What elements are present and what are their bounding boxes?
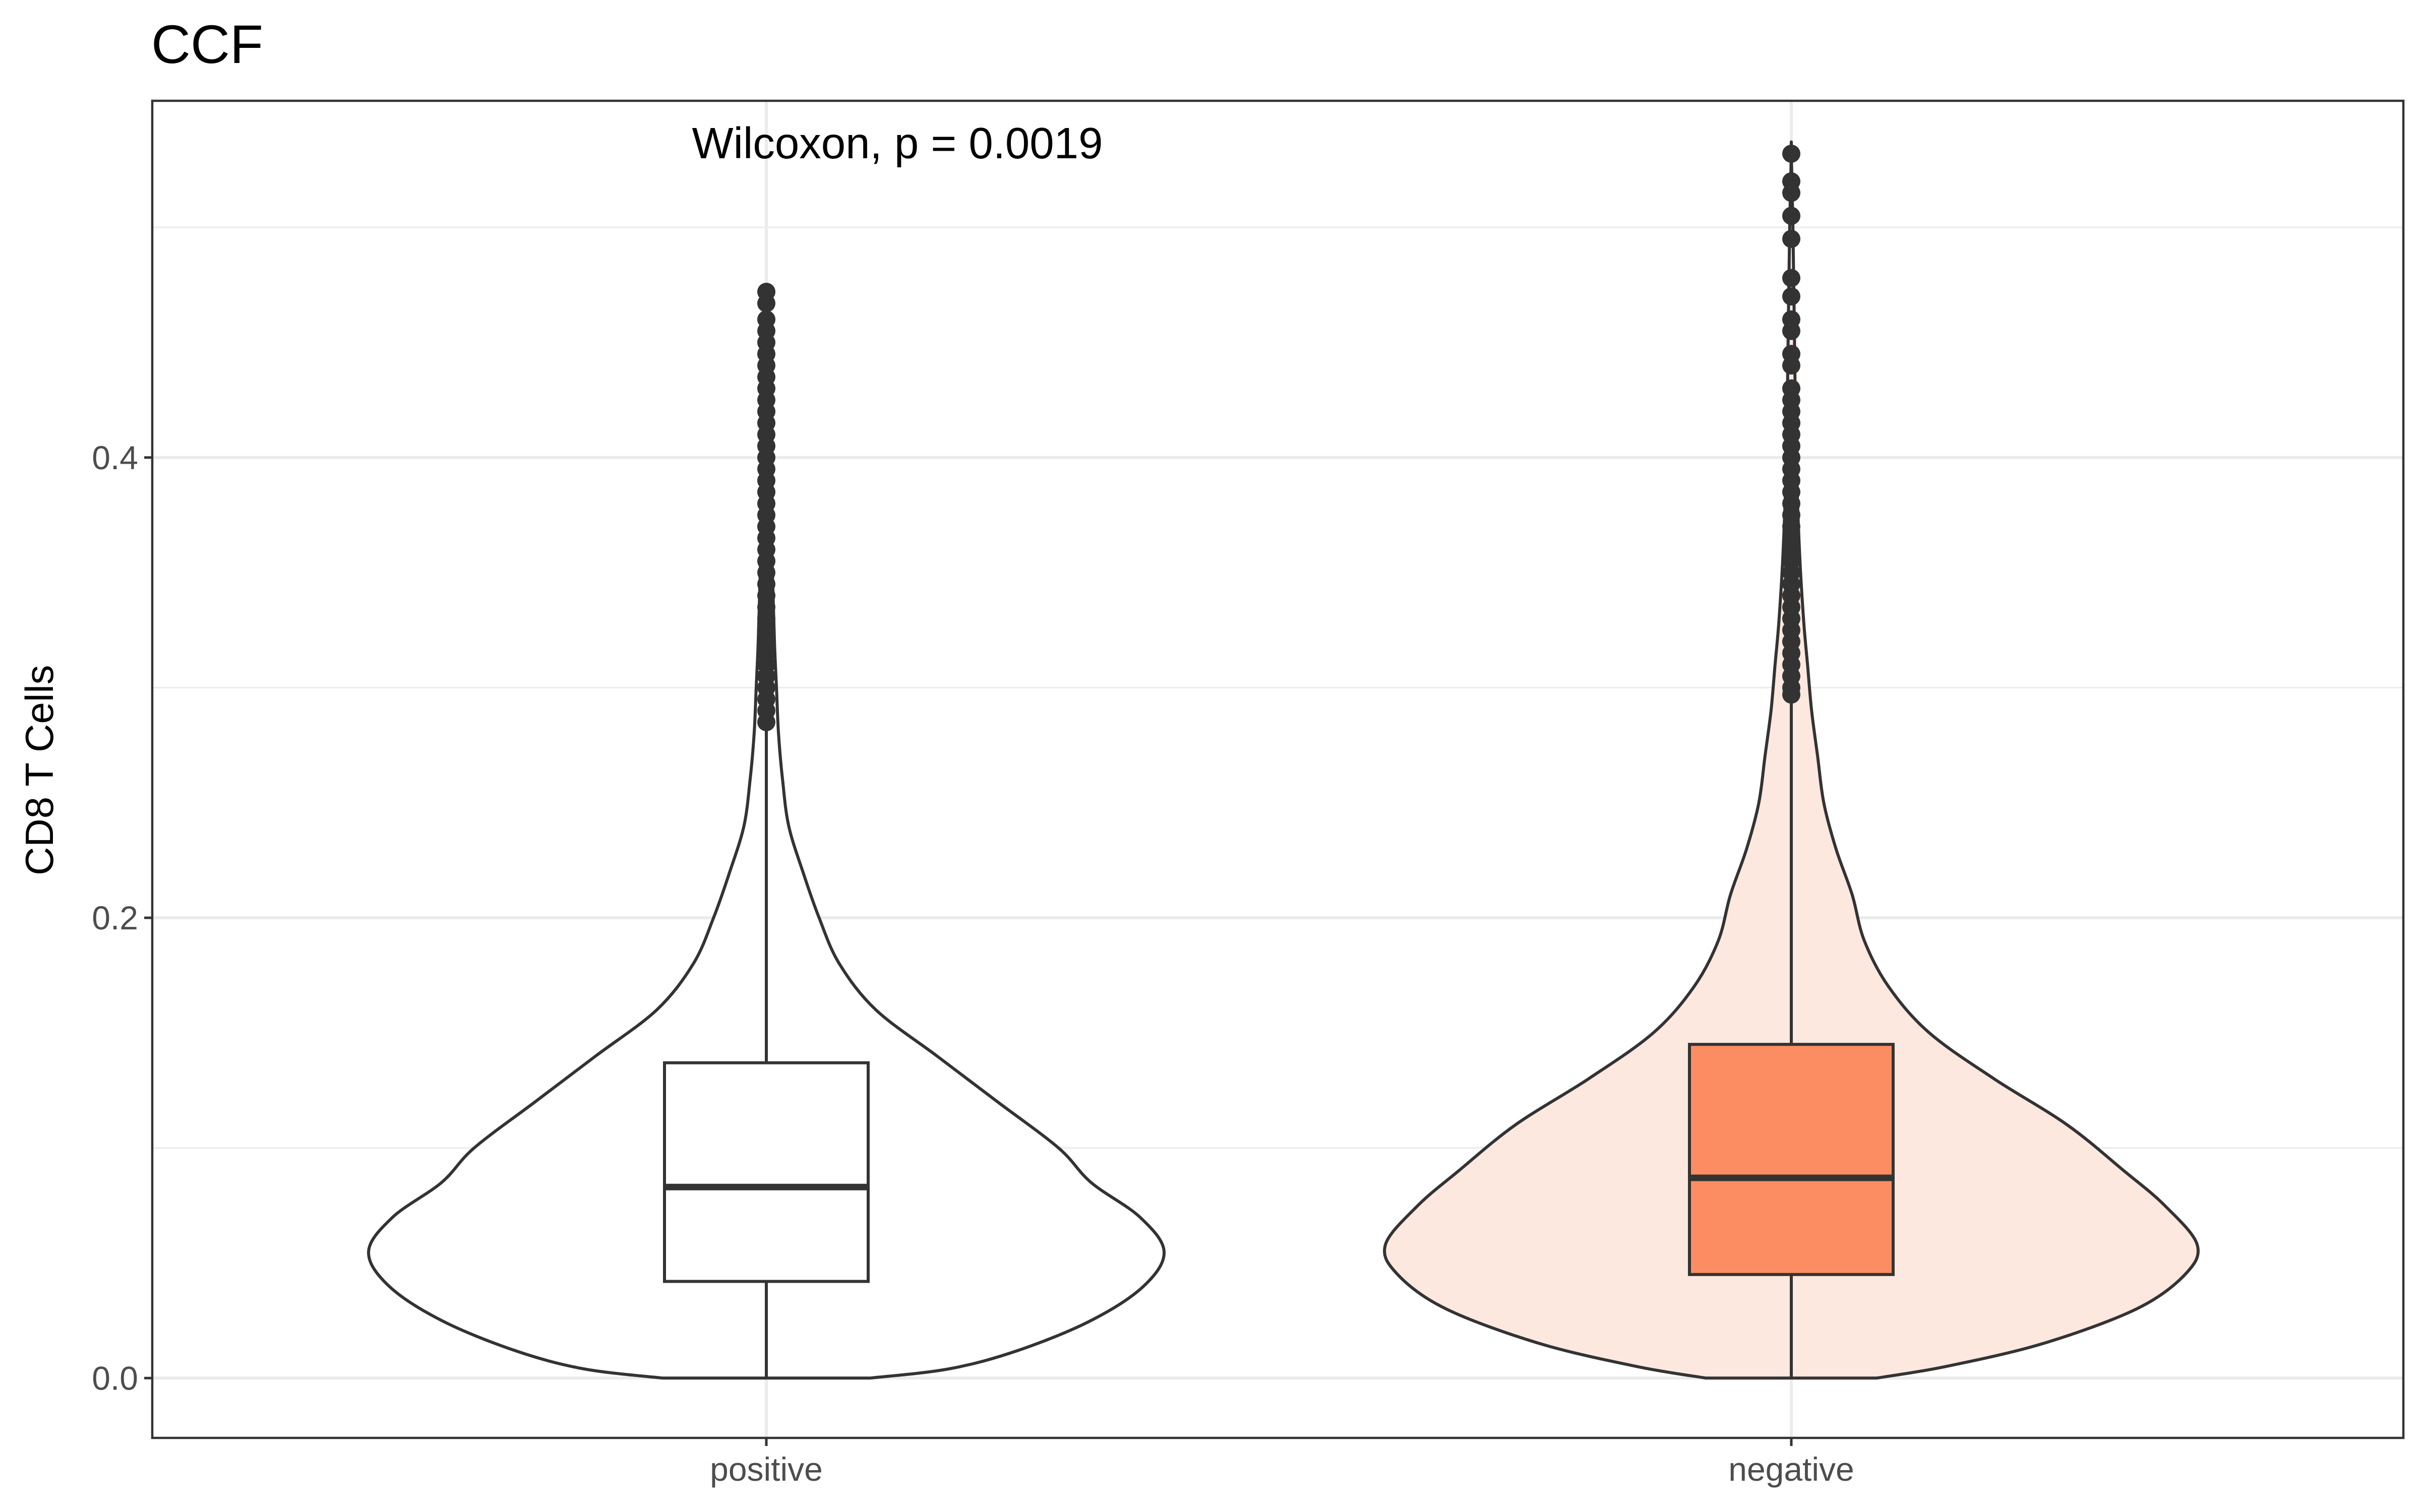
outlier-layer <box>757 145 1800 731</box>
outlier-point-positive <box>757 283 775 301</box>
outlier-point-negative <box>1782 310 1800 329</box>
outlier-point-negative <box>1782 345 1800 363</box>
axis-layer: 0.0 0.2 0.4 positive negative <box>92 439 1854 1488</box>
y-tick-label: 0.4 <box>92 439 138 476</box>
outlier-point-negative <box>1782 172 1800 191</box>
box-layer <box>663 699 1895 1378</box>
y-axis-label: CD8 T Cells <box>17 665 62 875</box>
outlier-point-negative <box>1782 207 1800 225</box>
chart-title: CCF <box>151 14 263 75</box>
x-tick-label-negative: negative <box>1728 1451 1854 1488</box>
outlier-point-negative <box>1782 229 1800 248</box>
box-negative <box>1688 1043 1895 1276</box>
box-positive <box>663 1061 870 1283</box>
outlier-point-negative <box>1782 287 1800 306</box>
outlier-point-positive <box>757 310 775 329</box>
outlier-point-negative <box>1782 145 1800 163</box>
wilcoxon-annotation: Wilcoxon, p = 0.0019 <box>692 119 1103 168</box>
y-tick-label: 0.0 <box>92 1359 138 1397</box>
y-tick-label: 0.2 <box>92 899 138 936</box>
outlier-point-negative <box>1782 379 1800 398</box>
plot-panel-border <box>151 99 2405 1439</box>
x-tick-label-positive: positive <box>710 1451 823 1488</box>
outlier-point-negative <box>1782 269 1800 287</box>
